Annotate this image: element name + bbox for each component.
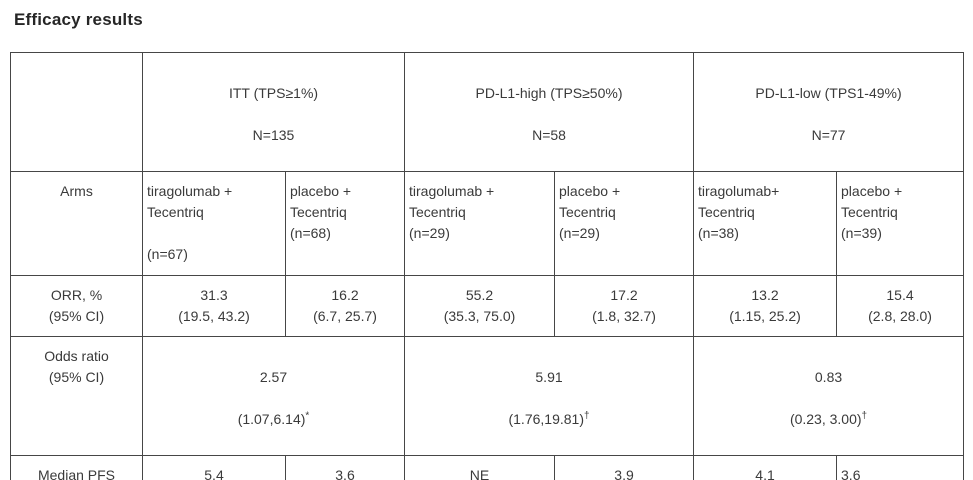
- footnote-marker: †: [583, 410, 590, 422]
- odds-ratio-value: 5.91: [535, 369, 563, 385]
- orr-cell-low-tiragolumab: 13.2 (1.15, 25.2): [693, 275, 838, 337]
- row-label-arms: Arms: [10, 171, 143, 276]
- group-n: N=135: [252, 127, 295, 143]
- corner-cell: [10, 52, 143, 172]
- arms-cell-high-tiragolumab: tiragolumab + Tecentriq (n=29): [404, 171, 556, 276]
- odds-ratio-cell-itt: 2.57 (1.07,6.14)*: [141, 336, 406, 456]
- pfs-cell-high-placebo: 3.9 (2.1, 4.7): [554, 455, 695, 480]
- arms-row: Arms tiragolumab + Tecentriq (n=67) plac…: [10, 171, 965, 276]
- efficacy-results-table: ITT (TPS≥1%) N=135 PD-L1-high (TPS≥50%) …: [10, 52, 965, 480]
- odds-ratio-value: 0.83: [814, 369, 843, 385]
- pfs-cell-itt-placebo: 3.6 (2.7, 4.4): [284, 455, 406, 480]
- group-name: PD-L1-low (TPS1-49%): [755, 85, 902, 101]
- median-pfs-row: Median PFS (95% CI) 5.4 (4.2, NE) 3.6 (2…: [10, 455, 965, 480]
- odds-ratio-cell-high: 5.91 (1.76,19.81)†: [404, 336, 695, 456]
- row-label-median-pfs: Median PFS (95% CI): [10, 455, 143, 480]
- orr-cell-high-tiragolumab: 55.2 (35.3, 75.0): [404, 275, 556, 337]
- group-name: ITT (TPS≥1%): [228, 85, 319, 101]
- page-title: Efficacy results: [14, 10, 143, 29]
- odds-ratio-value: 2.57: [259, 369, 288, 385]
- row-label-orr: ORR, % (95% CI): [10, 275, 143, 337]
- group-header-itt: ITT (TPS≥1%) N=135: [141, 52, 406, 172]
- group-n: N=58: [532, 127, 566, 143]
- group-header-pdl1-high: PD-L1-high (TPS≥50%) N=58: [404, 52, 695, 172]
- pfs-cell-high-tiragolumab: NE (5.4, NE): [404, 455, 556, 480]
- group-n: N=77: [811, 127, 846, 143]
- pfs-cell-low-placebo: 3.6 (1.5, 5.0): [836, 455, 965, 480]
- group-header-row: ITT (TPS≥1%) N=135 PD-L1-high (TPS≥50%) …: [10, 52, 965, 172]
- odds-ratio-row: Odds ratio (95% CI) 2.57 (1.07,6.14)* 5.…: [10, 336, 965, 456]
- odds-ratio-ci: (1.07,6.14)*: [237, 410, 310, 427]
- pfs-cell-low-tiragolumab: 4.1 (1.6, 5.6): [693, 455, 838, 480]
- group-header-pdl1-low: PD-L1-low (TPS1-49%) N=77: [693, 52, 965, 172]
- odds-ratio-cell-low: 0.83 (0.23, 3.00)†: [693, 336, 965, 456]
- arms-cell-high-placebo: placebo + Tecentriq (n=29): [554, 171, 695, 276]
- orr-row: ORR, % (95% CI) 31.3 (19.5, 43.2) 16.2 (…: [10, 275, 965, 337]
- orr-cell-itt-tiragolumab: 31.3 (19.5, 43.2): [142, 275, 286, 337]
- pfs-cell-itt-tiragolumab: 5.4 (4.2, NE): [142, 455, 286, 480]
- orr-cell-high-placebo: 17.2 (1.8, 32.7): [554, 275, 695, 337]
- row-label-odds-ratio: Odds ratio (95% CI): [10, 336, 143, 456]
- odds-ratio-ci: (1.76,19.81)†: [508, 410, 590, 427]
- orr-cell-itt-placebo: 16.2 (6.7, 25.7): [284, 275, 406, 337]
- arms-cell-low-tiragolumab: tiragolumab+ Tecentriq (n=38): [693, 171, 838, 276]
- orr-cell-low-placebo: 15.4 (2.8, 28.0): [836, 275, 965, 337]
- group-name: PD-L1-high (TPS≥50%): [475, 85, 623, 101]
- arms-cell-low-placebo: placebo + Tecentriq (n=39): [836, 171, 965, 276]
- footnote-marker: *: [305, 410, 310, 422]
- arms-cell-itt-placebo: placebo + Tecentriq (n=68): [284, 171, 406, 276]
- footnote-marker: †: [861, 410, 868, 422]
- arms-cell-itt-tiragolumab: tiragolumab + Tecentriq (n=67): [142, 171, 286, 276]
- odds-ratio-ci: (0.23, 3.00)†: [789, 410, 868, 427]
